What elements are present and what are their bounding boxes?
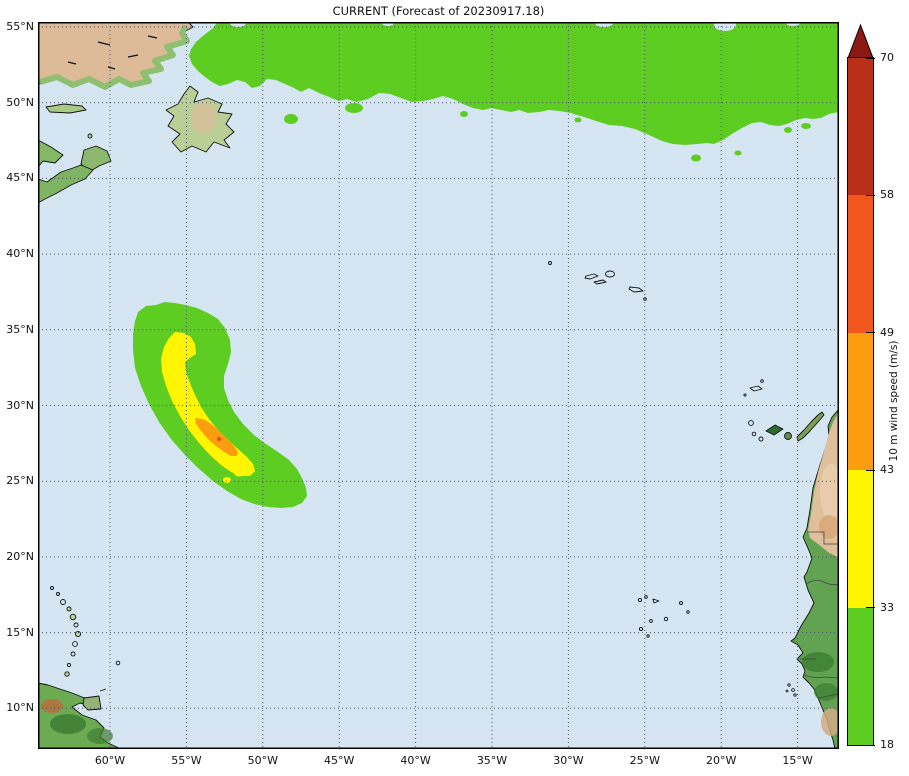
- colorbar-segment: [848, 470, 873, 608]
- bijagos-islands: [785, 683, 797, 697]
- colorbar: [847, 57, 874, 746]
- lat-tick-label: 40°N: [6, 247, 34, 261]
- colorbar-tick-label: 70: [880, 51, 894, 64]
- canary-islands: [748, 411, 825, 442]
- colorbar-segment: [848, 195, 873, 333]
- colorbar-tick-label: 33: [880, 600, 894, 614]
- lon-tick-label: 40°W: [400, 754, 431, 767]
- colorbar-tick: [866, 57, 875, 59]
- colorbar-tick-label: 49: [880, 325, 894, 339]
- lat-tick-label: 25°N: [6, 474, 34, 488]
- colorbar-tick-label: 43: [880, 463, 894, 477]
- lat-tick-label: 45°N: [6, 171, 34, 185]
- storm-band-33-43: [161, 332, 255, 476]
- azores-islands: [548, 261, 647, 301]
- lon-tick-label: 30°W: [553, 754, 584, 767]
- lon-tick-label: 20°W: [706, 754, 737, 767]
- figure-title: CURRENT (Forecast of 20230917.18): [332, 4, 545, 18]
- lon-tick-label: 35°W: [476, 754, 508, 767]
- trinidad-island: [82, 695, 102, 711]
- colorbar-tick: [866, 607, 875, 609]
- lat-tick-label: 30°N: [6, 398, 34, 412]
- cape-verde-islands: [637, 595, 690, 638]
- colorbar-tick: [866, 744, 875, 746]
- colorbar-segment: [848, 607, 873, 745]
- anticosti-island: [45, 103, 87, 114]
- lat-tick-label: 15°N: [6, 625, 34, 639]
- lon-tick-label: 25°W: [629, 754, 660, 767]
- lesser-antilles: [50, 586, 121, 677]
- storm-band-43-49: [195, 418, 238, 456]
- colorbar-tick: [866, 194, 875, 196]
- storm-wind-field: [133, 302, 307, 508]
- colorbar-axis-label: 10 m wind speed (m/s): [888, 340, 900, 462]
- lon-tick-label: 50°W: [247, 754, 278, 767]
- colorbar-segment: [848, 332, 873, 471]
- lon-tick-label: 60°W: [94, 754, 126, 767]
- gridlines: [38, 22, 839, 749]
- lon-tick-label: 15°W: [782, 754, 813, 767]
- africa-borders: [800, 531, 840, 699]
- storm-band-49-58: [216, 436, 222, 442]
- map-canvas: [37, 19, 842, 750]
- lon-tick-label: 55°W: [171, 754, 202, 767]
- nova-scotia-land: [37, 164, 94, 204]
- landmasses: [37, 21, 842, 750]
- lat-tick-label: 50°N: [6, 95, 34, 109]
- colorbar-arrow: [847, 23, 874, 59]
- colorbar-tick: [866, 332, 875, 334]
- colorbar-tick: [866, 469, 875, 471]
- colorbar-segment: [848, 58, 873, 196]
- lat-tick-label: 20°N: [6, 549, 34, 563]
- lat-tick-label: 55°N: [6, 20, 34, 33]
- colorbar-tick-label: 58: [880, 188, 894, 202]
- colorbar-tick-label: 18: [880, 738, 894, 751]
- lon-tick-label: 45°W: [324, 754, 355, 767]
- lat-tick-label: 35°N: [6, 322, 34, 336]
- madeira-islands: [743, 379, 764, 397]
- map-svg: [37, 19, 842, 750]
- plot-border: [38, 22, 839, 749]
- lat-tick-label: 10°N: [6, 701, 34, 715]
